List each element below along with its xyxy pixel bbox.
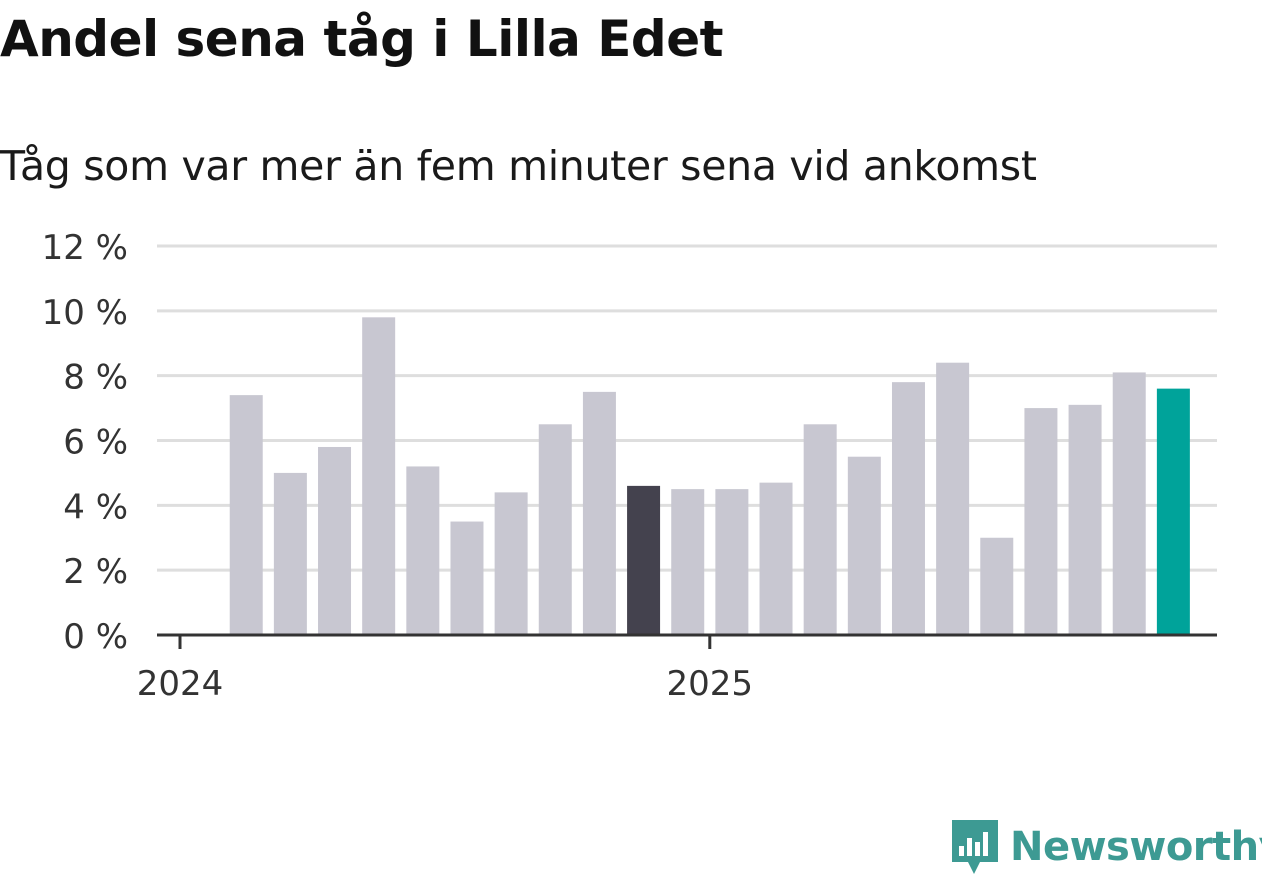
y-tick-label: 6 % — [63, 423, 128, 463]
bar — [229, 395, 263, 635]
bar — [671, 489, 705, 635]
bar — [494, 492, 528, 635]
y-tick-label: 2 % — [63, 552, 128, 592]
bar — [803, 424, 837, 635]
y-tick-label: 8 % — [63, 358, 128, 398]
newsworthy-logo: Newsworthy — [950, 818, 1262, 876]
bar — [1112, 372, 1146, 635]
bar — [318, 446, 352, 635]
y-tick-label: 4 % — [63, 487, 128, 527]
bar — [450, 521, 484, 635]
y-tick-label: 0 % — [63, 617, 128, 657]
bar — [891, 382, 925, 635]
bar — [847, 456, 881, 635]
bar — [362, 317, 396, 635]
y-tick-label: 10 % — [42, 293, 128, 333]
bar — [936, 362, 970, 635]
bar — [759, 482, 793, 635]
bar — [582, 391, 616, 635]
bar — [538, 424, 572, 635]
x-tick-label: 2025 — [667, 664, 754, 704]
newsworthy-logo-text: Newsworthy — [1010, 824, 1262, 870]
chart-title: Andel sena tåg i Lilla Edet — [0, 10, 724, 68]
newsworthy-logo-icon — [952, 820, 998, 874]
bar — [406, 466, 440, 635]
y-tick-label: 12 % — [42, 228, 128, 268]
chart-subtitle: Tåg som var mer än fem minuter sena vid … — [0, 142, 1037, 190]
x-tick-label: 2024 — [137, 664, 224, 704]
bar — [1156, 388, 1190, 635]
bar — [1068, 404, 1102, 635]
bar — [980, 537, 1014, 635]
bar — [627, 485, 661, 635]
bar — [1024, 408, 1058, 635]
bar — [273, 472, 307, 635]
bar — [715, 489, 749, 635]
